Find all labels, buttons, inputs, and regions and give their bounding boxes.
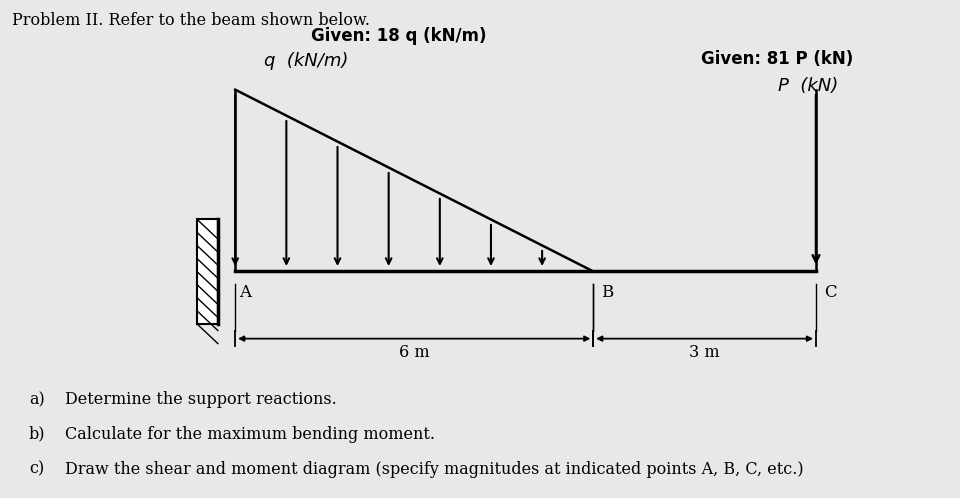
Text: Given: 81 P (kN): Given: 81 P (kN) [701,50,853,68]
Text: Problem II. Refer to the beam shown below.: Problem II. Refer to the beam shown belo… [12,12,370,29]
Text: 6 m: 6 m [399,344,429,361]
Text: 3 m: 3 m [689,344,720,361]
Text: q  (kN/m): q (kN/m) [264,52,348,70]
Text: C: C [824,284,836,301]
Text: Given: 18 q (kN/m): Given: 18 q (kN/m) [311,27,486,45]
Text: b): b) [29,426,45,443]
Text: Calculate for the maximum bending moment.: Calculate for the maximum bending moment… [65,426,435,443]
Text: c): c) [29,461,44,478]
Text: Determine the support reactions.: Determine the support reactions. [65,391,337,408]
Text: Draw the shear and moment diagram (specify magnitudes at indicated points A, B, : Draw the shear and moment diagram (speci… [65,461,804,478]
Text: B: B [601,284,613,301]
Text: a): a) [29,391,44,408]
Bar [197,219,218,324]
Text: A: A [239,284,252,301]
Text: P  (kN): P (kN) [778,77,838,95]
